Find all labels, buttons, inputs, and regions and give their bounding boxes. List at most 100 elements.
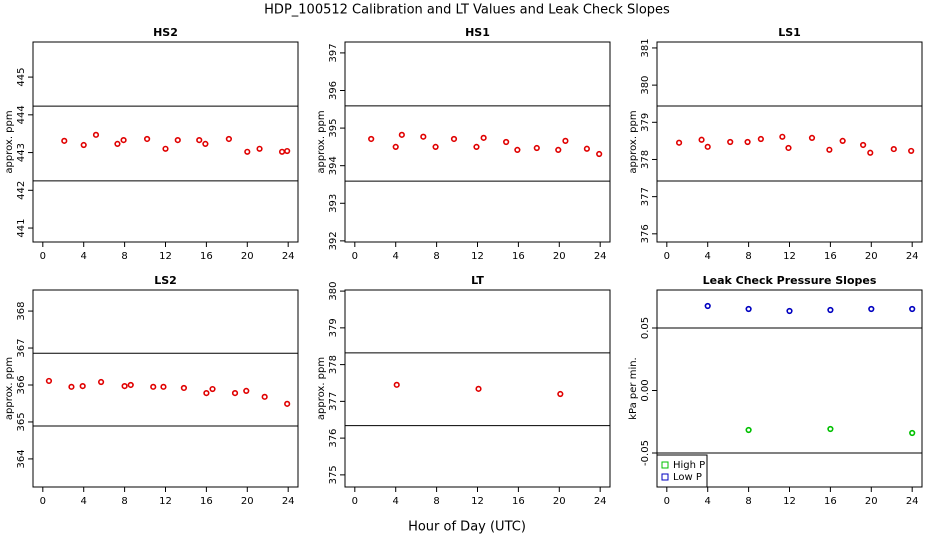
data-point — [727, 138, 734, 146]
legend-label: Low P — [673, 472, 702, 483]
data-point — [675, 139, 683, 146]
data-point — [555, 146, 562, 153]
data-point — [562, 137, 569, 144]
y-tick-label: 380 — [640, 76, 651, 95]
data-point — [503, 138, 510, 146]
data-point — [243, 387, 250, 395]
plot-frame — [32, 289, 299, 488]
plot-frame — [344, 41, 611, 243]
data-point — [583, 145, 590, 152]
legend-box — [656, 454, 708, 488]
y-tick-label: 396 — [328, 81, 339, 100]
x-tick-label: 24 — [906, 251, 919, 262]
x-tick-label: 16 — [824, 496, 837, 507]
panel-title: LS1 — [778, 26, 801, 39]
x-tick-label: 4 — [705, 496, 711, 507]
data-point — [196, 137, 203, 144]
x-tick-label: 8 — [121, 496, 127, 507]
panel-title: Leak Check Pressure Slopes — [703, 274, 877, 287]
data-point — [827, 306, 834, 314]
data-point — [256, 145, 263, 152]
y-axis-label: approx. ppm — [316, 357, 327, 420]
x-tick-label: 4 — [81, 496, 87, 507]
data-point — [97, 378, 105, 386]
y-tick-label: 377 — [328, 392, 339, 411]
y-tick-label: 443 — [16, 143, 27, 162]
data-point — [704, 143, 711, 150]
data-point — [480, 134, 487, 141]
x-tick-label: 8 — [433, 496, 439, 507]
panel-title: LT — [471, 274, 484, 287]
x-tick-label: 24 — [282, 251, 295, 262]
figure-title: HDP_100512 Calibration and LT Values and… — [264, 3, 670, 18]
data-point — [209, 385, 216, 393]
data-point — [909, 429, 916, 437]
y-axis-label: approx. ppm — [4, 110, 15, 173]
x-tick-label: 12 — [783, 496, 796, 507]
x-tick-label: 16 — [200, 496, 213, 507]
data-point — [114, 140, 121, 147]
data-point — [786, 307, 793, 315]
x-tick-label: 0 — [664, 496, 670, 507]
plot-frame — [32, 41, 299, 243]
data-point — [473, 143, 480, 150]
y-tick-label: 441 — [16, 218, 27, 237]
data-point — [744, 138, 751, 146]
x-tick-label: 12 — [159, 496, 172, 507]
data-point — [284, 147, 291, 155]
x-tick-label: 8 — [745, 496, 751, 507]
data-point — [704, 302, 711, 310]
x-tick-label: 20 — [865, 251, 878, 262]
legend-marker — [661, 461, 669, 469]
x-tick-label: 16 — [200, 251, 213, 262]
y-tick-label: 368 — [16, 302, 27, 321]
data-point — [827, 425, 834, 433]
data-point — [475, 385, 482, 392]
x-tick-label: 0 — [40, 251, 46, 262]
data-point — [121, 382, 128, 390]
data-point — [203, 390, 210, 397]
x-axis-label: Hour of Day (UTC) — [408, 520, 526, 535]
data-point — [868, 305, 875, 313]
y-axis-label: approx. ppm — [628, 110, 639, 173]
data-point — [808, 134, 816, 142]
data-point — [757, 135, 764, 143]
data-point — [596, 150, 603, 158]
data-point — [398, 131, 405, 138]
y-tick-label: 367 — [16, 338, 27, 357]
x-tick-label: 20 — [241, 251, 254, 262]
y-tick-label: 394 — [328, 156, 339, 175]
y-tick-label: 379 — [640, 113, 651, 132]
data-point — [225, 135, 232, 143]
x-tick-label: 24 — [906, 496, 919, 507]
data-point — [779, 133, 786, 140]
x-tick-label: 0 — [352, 251, 358, 262]
x-tick-label: 16 — [824, 251, 837, 262]
data-point — [45, 377, 53, 385]
y-tick-label: 377 — [640, 187, 651, 206]
panel-title: LS2 — [154, 274, 177, 287]
legend-marker — [661, 473, 669, 481]
x-tick-label: 8 — [121, 251, 127, 262]
data-point — [867, 149, 874, 156]
x-tick-label: 0 — [352, 496, 358, 507]
data-point — [745, 305, 752, 313]
x-tick-label: 0 — [664, 251, 670, 262]
panel-title: HS1 — [465, 26, 490, 39]
y-tick-label: 375 — [328, 465, 339, 484]
data-point — [244, 148, 251, 155]
data-point — [150, 383, 157, 390]
data-point — [261, 393, 268, 400]
x-tick-label: 20 — [553, 251, 566, 262]
x-tick-label: 12 — [159, 251, 172, 262]
x-tick-label: 4 — [393, 251, 399, 262]
data-point — [450, 135, 458, 143]
data-point — [698, 136, 705, 143]
data-point — [890, 145, 897, 153]
data-point — [860, 141, 867, 149]
x-tick-label: 0 — [40, 496, 46, 507]
y-tick-label: 378 — [328, 355, 339, 374]
x-tick-label: 4 — [393, 496, 399, 507]
y-tick-label: 376 — [640, 224, 651, 243]
